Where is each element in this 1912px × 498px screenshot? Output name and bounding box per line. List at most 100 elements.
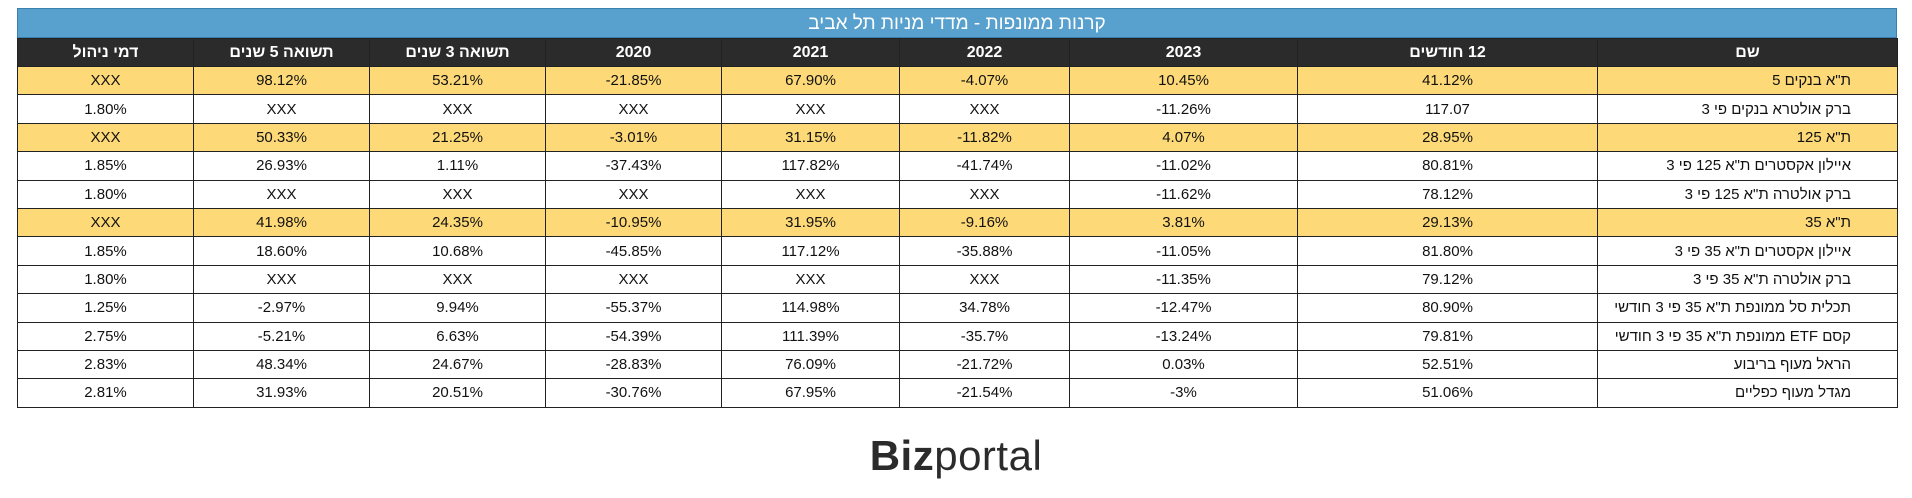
- cell-return-5-years: -2.97%: [193, 293, 370, 323]
- cell-return-12-months: 41.12%: [1297, 65, 1598, 96]
- cell-management-fee: 1.85%: [17, 236, 194, 266]
- cell-return-5-years: 18.60%: [193, 236, 370, 266]
- cell-return-2020: -37.43%: [545, 151, 722, 181]
- table-row: ת"א 125 28.95% 4.07% -11.82% 31.15% -3.01% 21.…: [17, 122, 1898, 153]
- cell-return-2020: XXX: [545, 264, 722, 295]
- cell-return-2022: -21.54%: [899, 378, 1070, 408]
- cell-return-3-years: 6.63%: [369, 321, 546, 351]
- cell-fund-name: ברק אולטרא בנקים פי 3: [1597, 94, 1898, 124]
- cell-return-2020: -21.85%: [545, 65, 722, 96]
- cell-return-5-years: 41.98%: [193, 207, 370, 238]
- cell-return-2023: 3.81%: [1069, 207, 1298, 238]
- logo-biz: Biz: [869, 432, 935, 479]
- cell-fund-name: תכלית סל ממונפת ת"א 35 פי 3 חודשי: [1597, 293, 1898, 323]
- cell-return-2022: -4.07%: [899, 65, 1070, 96]
- table-row: קסם ETF ממונפת ת"א 35 פי 3 חודשי 79.81% -1…: [17, 321, 1898, 351]
- cell-return-2020: -3.01%: [545, 122, 722, 153]
- cell-return-2020: -54.39%: [545, 321, 722, 351]
- cell-return-2023: 10.45%: [1069, 65, 1298, 96]
- cell-return-5-years: XXX: [193, 179, 370, 209]
- cell-return-2023: -3%: [1069, 378, 1298, 408]
- cell-management-fee: 1.85%: [17, 151, 194, 181]
- col-header-2022: 2022: [899, 38, 1070, 67]
- cell-return-2022: -11.82%: [899, 122, 1070, 153]
- table-row: ברק אולטרה ת"א 125 פי 3 78.12% -11.62% XXX X…: [17, 179, 1898, 209]
- cell-return-2021: 117.82%: [721, 151, 900, 181]
- table-row: איילון אקסטרים ת"א 35 פי 3 81.80% -11.05% -…: [17, 236, 1898, 266]
- cell-management-fee: XXX: [17, 65, 194, 96]
- cell-return-2021: 114.98%: [721, 293, 900, 323]
- table-row: הראל מעוף בריבוע 52.51% 0.03% -21.72% 76.09%…: [17, 349, 1898, 380]
- header-row: שם 12 חודשים 2023 2022 2021 2020 תשואה 3…: [17, 38, 1898, 67]
- col-header-name: שם: [1597, 38, 1898, 67]
- cell-management-fee: 2.83%: [17, 349, 194, 380]
- table-body: ת"א בנקים 5 41.12% 10.45% -4.07% 67.90% -21.8…: [17, 65, 1898, 408]
- cell-return-2022: XXX: [899, 179, 1070, 209]
- cell-return-2021: XXX: [721, 94, 900, 124]
- cell-return-2023: -11.05%: [1069, 236, 1298, 266]
- cell-return-3-years: 10.68%: [369, 236, 546, 266]
- cell-return-5-years: XXX: [193, 264, 370, 295]
- cell-return-2023: -11.62%: [1069, 179, 1298, 209]
- cell-return-2023: -11.35%: [1069, 264, 1298, 295]
- col-header-12-months: 12 חודשים: [1297, 38, 1598, 67]
- col-header-2021: 2021: [721, 38, 900, 67]
- cell-return-2023: -11.26%: [1069, 94, 1298, 124]
- cell-return-2023: -12.47%: [1069, 293, 1298, 323]
- cell-return-3-years: 24.35%: [369, 207, 546, 238]
- cell-return-2021: XXX: [721, 264, 900, 295]
- cell-management-fee: XXX: [17, 122, 194, 153]
- cell-fund-name: ת"א 35: [1597, 207, 1898, 238]
- cell-return-12-months: 29.13%: [1297, 207, 1598, 238]
- cell-management-fee: 1.80%: [17, 179, 194, 209]
- cell-return-5-years: 31.93%: [193, 378, 370, 408]
- table-row: איילון אקסטרים ת"א 125 פי 3 80.81% -11.02%…: [17, 151, 1898, 181]
- cell-return-2021: 67.90%: [721, 65, 900, 96]
- cell-return-2020: -45.85%: [545, 236, 722, 266]
- cell-return-2023: -11.02%: [1069, 151, 1298, 181]
- cell-fund-name: קסם ETF ממונפת ת"א 35 פי 3 חודשי: [1597, 321, 1898, 351]
- cell-return-2022: -21.72%: [899, 349, 1070, 380]
- table-row: ברק אולטרה ת"א 35 פי 3 79.12% -11.35% XXX XX…: [17, 264, 1898, 295]
- cell-return-12-months: 81.80%: [1297, 236, 1598, 266]
- col-header-3-year-return: תשואה 3 שנים: [369, 38, 546, 67]
- cell-return-3-years: 1.11%: [369, 151, 546, 181]
- cell-return-2021: 117.12%: [721, 236, 900, 266]
- cell-return-2021: 111.39%: [721, 321, 900, 351]
- cell-return-3-years: XXX: [369, 264, 546, 295]
- cell-return-2021: 67.95%: [721, 378, 900, 408]
- cell-fund-name: ברק אולטרה ת"א 125 פי 3: [1597, 179, 1898, 209]
- cell-fund-name: הראל מעוף בריבוע: [1597, 349, 1898, 380]
- cell-fund-name: מגדל מעוף כפליים: [1597, 378, 1898, 408]
- cell-return-3-years: 53.21%: [369, 65, 546, 96]
- cell-return-3-years: 9.94%: [369, 293, 546, 323]
- cell-return-2021: 31.15%: [721, 122, 900, 153]
- col-header-5-year-return: תשואה 5 שנים: [193, 38, 370, 67]
- bizportal-logo: Bizportal: [0, 432, 1912, 480]
- cell-return-2022: 34.78%: [899, 293, 1070, 323]
- cell-return-2020: XXX: [545, 94, 722, 124]
- cell-return-5-years: XXX: [193, 94, 370, 124]
- cell-return-2023: 0.03%: [1069, 349, 1298, 380]
- leveraged-funds-table: שם 12 חודשים 2023 2022 2021 2020 תשואה 3…: [17, 38, 1898, 408]
- col-header-2020: 2020: [545, 38, 722, 67]
- funds-table-container: קרנות ממונפות - מדדי מניות תל אביב שם 12…: [17, 8, 1898, 408]
- cell-return-2020: -30.76%: [545, 378, 722, 408]
- cell-return-5-years: -5.21%: [193, 321, 370, 351]
- cell-return-12-months: 79.12%: [1297, 264, 1598, 295]
- cell-return-2020: -28.83%: [545, 349, 722, 380]
- cell-return-3-years: XXX: [369, 179, 546, 209]
- cell-return-2023: 4.07%: [1069, 122, 1298, 153]
- cell-return-12-months: 28.95%: [1297, 122, 1598, 153]
- cell-fund-name: ת"א 125: [1597, 122, 1898, 153]
- cell-return-2021: 31.95%: [721, 207, 900, 238]
- table-row: ברק אולטרא בנקים פי 3 117.07 -11.26% XXX XXX…: [17, 94, 1898, 124]
- table-row: תכלית סל ממונפת ת"א 35 פי 3 חודשי 80.90% -…: [17, 293, 1898, 323]
- cell-management-fee: 1.80%: [17, 264, 194, 295]
- cell-return-2022: -9.16%: [899, 207, 1070, 238]
- cell-return-2022: XXX: [899, 94, 1070, 124]
- cell-fund-name: איילון אקסטרים ת"א 125 פי 3: [1597, 151, 1898, 181]
- table-title: קרנות ממונפות - מדדי מניות תל אביב: [17, 8, 1897, 38]
- cell-return-2020: -10.95%: [545, 207, 722, 238]
- cell-return-2020: XXX: [545, 179, 722, 209]
